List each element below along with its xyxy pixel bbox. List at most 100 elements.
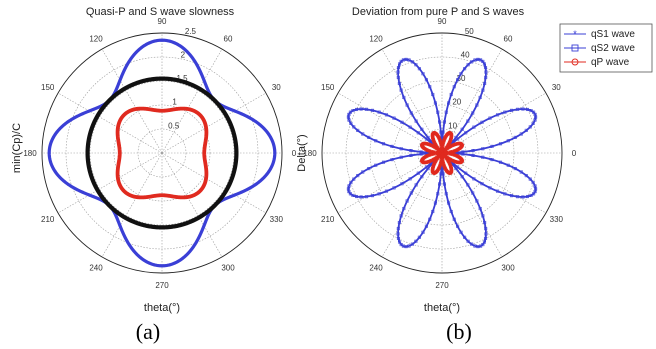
series-point xyxy=(423,141,428,146)
chart-b-grid xyxy=(321,32,563,274)
legend-marker-circle-icon xyxy=(571,58,579,66)
series-point xyxy=(420,127,424,131)
series-point xyxy=(367,135,371,139)
series-point xyxy=(408,125,412,129)
series-point xyxy=(430,167,435,172)
series-point xyxy=(361,132,365,136)
series-point xyxy=(480,120,484,124)
series-point xyxy=(348,192,352,196)
series-point xyxy=(442,136,447,141)
series-line xyxy=(115,106,209,200)
radial-tick-label: 2 xyxy=(181,50,186,59)
series-point xyxy=(438,163,442,168)
series-point xyxy=(446,151,451,156)
series-point xyxy=(441,159,445,164)
legend-label-qp: qP wave xyxy=(591,57,630,68)
chart-b: Deviation from pure P and S waves 10 20 30… xyxy=(296,6,653,344)
series-point xyxy=(488,116,492,120)
series-point xyxy=(454,135,458,139)
angle-tick-label: 270 xyxy=(435,281,449,290)
series-point xyxy=(414,239,418,243)
series-point xyxy=(427,153,432,157)
angle-tick-label: 30 xyxy=(272,83,281,92)
series-point xyxy=(470,60,474,64)
grid-spoke xyxy=(381,152,443,258)
series-point xyxy=(392,116,396,120)
angle-tick-label: 300 xyxy=(221,263,235,272)
chart-b-ylabel: Delta(°) xyxy=(296,134,308,171)
series-point xyxy=(456,137,460,141)
angle-tick-label: 180 xyxy=(303,149,317,158)
series-point xyxy=(519,170,523,174)
angle-tick-label: 240 xyxy=(89,263,103,272)
legend-label-qs2: qS2 wave xyxy=(591,43,635,54)
series-point xyxy=(440,151,444,155)
grid-spoke xyxy=(57,152,163,214)
angle-tick-label: 210 xyxy=(321,215,335,224)
series-point xyxy=(409,191,413,195)
panel-label-b: (b) xyxy=(446,319,472,344)
series-point xyxy=(524,128,528,132)
chart-a: Quasi-P and S wave slowness 0.511.522.5 … xyxy=(11,6,297,344)
series-point xyxy=(430,133,435,138)
series-point xyxy=(414,63,418,67)
series-point xyxy=(456,165,460,169)
grid-circle xyxy=(41,32,283,274)
series-point xyxy=(367,167,371,171)
angle-tick-label: 180 xyxy=(23,149,37,158)
angle-tick-label: 60 xyxy=(504,35,513,44)
chart-b-title: Deviation from pure P and S waves xyxy=(352,6,525,18)
series-point xyxy=(426,135,430,139)
grid-spoke xyxy=(161,152,267,214)
series-point xyxy=(460,127,464,131)
legend-entry-qs2: qS2 wave xyxy=(564,43,635,54)
series-point xyxy=(414,183,418,187)
radial-tick-label: 0.5 xyxy=(168,121,180,130)
series-point xyxy=(442,138,446,143)
series-point xyxy=(450,152,455,157)
series-point xyxy=(405,199,409,203)
panel-label-a: (a) xyxy=(136,319,160,344)
series-point xyxy=(392,186,396,190)
series-point xyxy=(528,125,532,129)
series-point xyxy=(429,149,434,154)
series-point xyxy=(513,167,517,171)
series-point xyxy=(441,161,446,166)
angle-tick-label: 120 xyxy=(89,35,103,44)
series-2 xyxy=(115,106,209,200)
grid-spoke xyxy=(441,152,503,258)
series-point xyxy=(420,175,424,179)
series-1 xyxy=(85,76,239,230)
series-point xyxy=(416,171,420,175)
angle-tick-label: 210 xyxy=(41,215,55,224)
grid-spoke xyxy=(57,92,163,154)
series-point xyxy=(409,111,413,115)
series-point xyxy=(449,134,454,139)
chart-b-xlabel: theta(°) xyxy=(424,302,460,314)
chart-b-angle-ticks: 0 30 60 90 120 150 180 210 240 270 300 330 xyxy=(303,17,576,290)
chart-a-xlabel: theta(°) xyxy=(144,302,180,314)
series-point xyxy=(429,152,434,157)
grid-spoke xyxy=(441,152,547,214)
chart-b-series xyxy=(346,57,538,249)
legend-marker-square-icon xyxy=(571,44,579,52)
series-point xyxy=(352,125,356,129)
radial-tick-label: 40 xyxy=(461,50,470,59)
angle-tick-label: 90 xyxy=(438,17,447,26)
series-point xyxy=(441,140,446,145)
series-point xyxy=(408,177,412,181)
chart-b-legend: * qS1 wave qS2 wave qP wave xyxy=(559,23,653,73)
grid-circle xyxy=(321,32,563,274)
series-point xyxy=(361,170,365,174)
radial-tick-label: 1 xyxy=(172,98,177,107)
angle-tick-label: 60 xyxy=(224,35,233,44)
grid-spoke xyxy=(161,48,223,154)
series-point xyxy=(410,60,414,64)
series-point xyxy=(439,144,444,149)
series-point xyxy=(439,142,443,147)
series-point xyxy=(456,78,460,82)
series-point xyxy=(532,110,536,114)
series-point xyxy=(463,235,467,239)
series-line xyxy=(85,76,239,230)
angle-tick-label: 0 xyxy=(292,149,297,158)
